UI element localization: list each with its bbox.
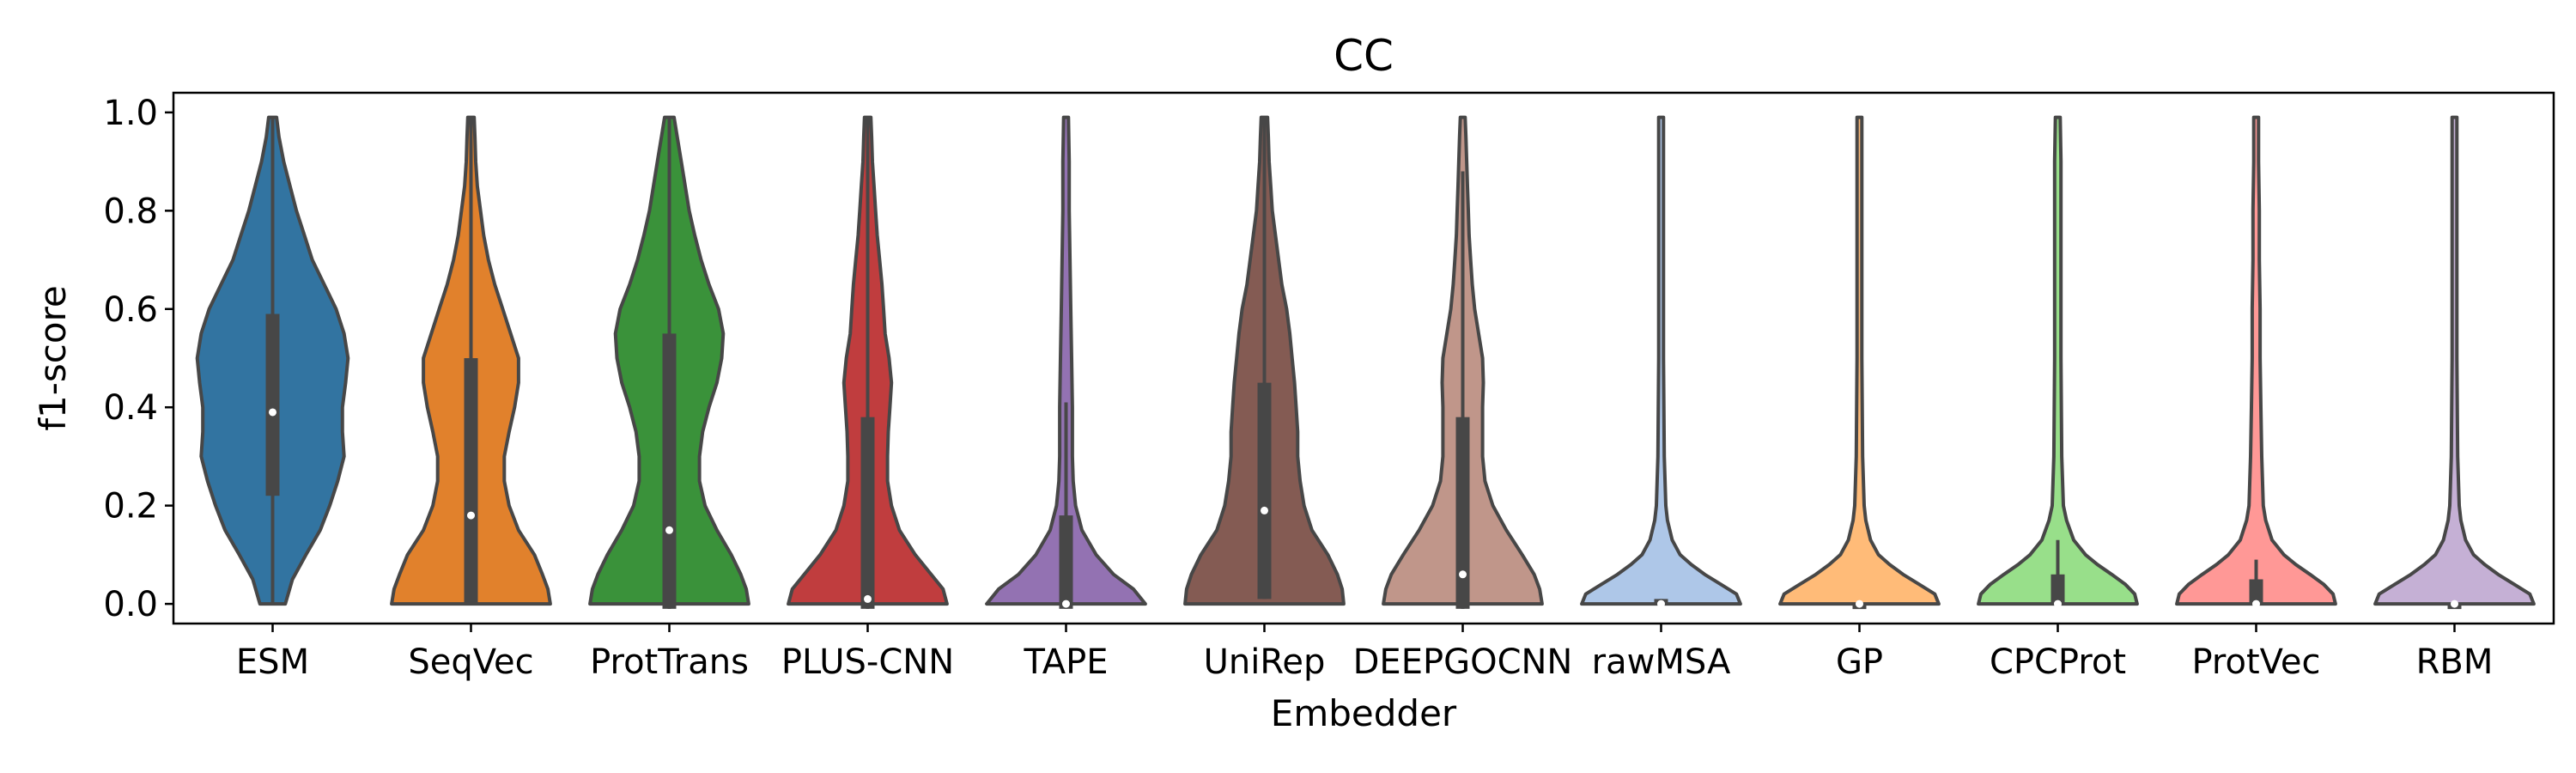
violin-cpcprot <box>1977 115 2139 608</box>
violin-median-dot <box>2451 600 2458 608</box>
violin-iqr-box <box>265 313 280 496</box>
chart-title: CC <box>1334 31 1394 81</box>
violin-iqr-box <box>1257 382 1272 600</box>
violin-median-dot <box>2252 600 2260 608</box>
x-tick-label: ProtTrans <box>590 642 749 682</box>
violin-seqvec <box>390 115 552 606</box>
x-tick-label: DEEPGOCNN <box>1353 642 1573 682</box>
violin-median-dot <box>665 526 673 534</box>
violin-iqr-box <box>2249 579 2263 605</box>
violin-body <box>1580 115 1742 606</box>
violin-median-dot <box>1261 506 1268 514</box>
x-axis-title: Embedder <box>1271 692 1457 734</box>
x-tick-label: GP <box>1836 642 1883 682</box>
violin-body <box>1977 115 2139 606</box>
violin-rbm <box>2373 115 2536 610</box>
violin-body <box>1778 115 1941 606</box>
violin-median-dot <box>2054 600 2062 608</box>
violin-median-dot <box>269 408 276 417</box>
x-tick-label: rawMSA <box>1592 642 1731 682</box>
violin-iqr-box <box>464 358 478 605</box>
x-tick-label: UniRep <box>1204 642 1326 682</box>
violin-esm <box>195 115 350 606</box>
violin-iqr-box <box>860 417 875 609</box>
violin-median-dot <box>1062 600 1070 608</box>
violin-body <box>2373 115 2536 606</box>
violin-gp <box>1778 115 1941 610</box>
violin-median-dot <box>864 594 872 603</box>
violin-rawmsa <box>1580 115 1742 608</box>
violin-prottrans <box>588 115 750 609</box>
violin-median-dot <box>1856 600 1863 608</box>
violin-protvec <box>2175 115 2337 608</box>
violin-tape <box>985 115 1147 609</box>
violin-iqr-box <box>1455 417 1470 609</box>
y-tick-label: 0.0 <box>103 585 158 624</box>
violin-median-dot <box>467 511 475 520</box>
y-tick-label: 0.6 <box>103 290 158 330</box>
violin-iqr-box <box>1059 515 1073 609</box>
y-tick-label: 0.8 <box>103 192 158 231</box>
violin-iqr-box <box>662 333 677 609</box>
plot-frame <box>172 91 2555 625</box>
violin-body <box>2175 115 2337 606</box>
violin-unirep <box>1183 115 1346 606</box>
violin-deepgocnn <box>1382 115 1544 609</box>
violin-iqr-box <box>2050 574 2065 605</box>
violin-body <box>985 115 1147 606</box>
y-axis: 0.0 0.2 0.4 0.6 0.8 1.0 <box>103 94 173 624</box>
y-tick-label: 0.4 <box>103 388 158 428</box>
y-tick-label: 1.0 <box>103 94 158 133</box>
x-tick-label: PLUS-CNN <box>781 642 954 682</box>
x-tick-label: TAPE <box>1023 642 1108 682</box>
violin-plus-cnn <box>787 115 949 609</box>
x-axis: ESM SeqVec ProtTrans PLUS-CNN TAPE UniRep DEEP… <box>236 624 2493 682</box>
violin-median-dot <box>1657 600 1665 608</box>
y-tick-label: 0.2 <box>103 487 158 526</box>
x-tick-label: ESM <box>236 642 309 682</box>
x-tick-label: SeqVec <box>408 642 533 682</box>
x-tick-label: ProtVec <box>2192 642 2321 682</box>
violin-median-dot <box>1459 570 1467 579</box>
violin-group <box>195 115 2536 610</box>
x-tick-label: RBM <box>2416 642 2494 682</box>
x-tick-label: CPCProt <box>1990 642 2126 682</box>
y-axis-title: f1-score <box>32 285 74 431</box>
